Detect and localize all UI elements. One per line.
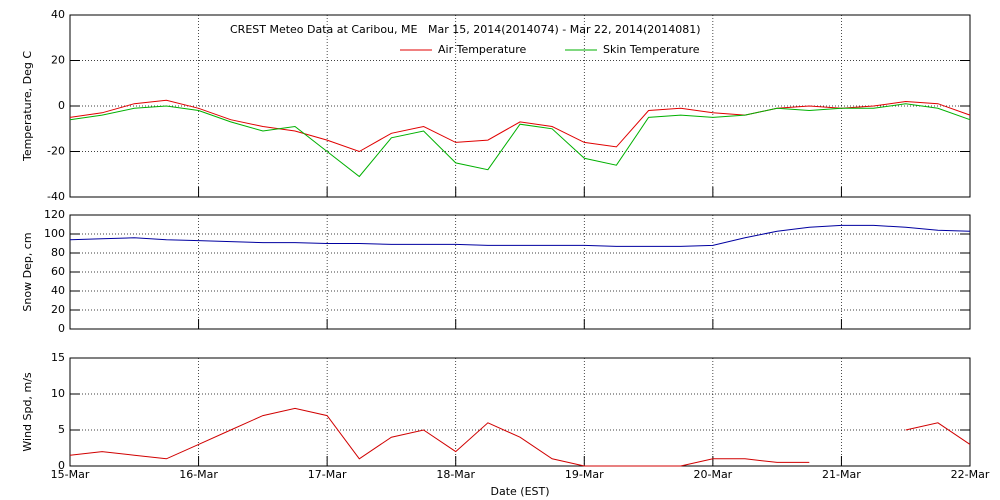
y-axis-label: Wind Spd, m/s: [21, 372, 34, 452]
y-tick-label: 120: [44, 208, 65, 221]
x-tick-label: 19-Mar: [565, 468, 604, 481]
chart-title: CREST Meteo Data at Caribou, ME Mar 15, …: [230, 23, 701, 36]
plot-frame: [69, 357, 971, 467]
data-line: [69, 407, 971, 467]
y-tick-label: 20: [51, 303, 65, 316]
y-tick-label: 60: [51, 265, 65, 278]
x-tick-label: 16-Mar: [179, 468, 218, 481]
y-tick-label: 15: [51, 351, 65, 364]
y-tick-label: -40: [47, 190, 65, 203]
y-axis-label: Snow Dep, cm: [21, 232, 34, 311]
plot-frame: [69, 214, 971, 330]
legend-label: Air Temperature: [438, 43, 527, 56]
x-tick-label: 17-Mar: [308, 468, 347, 481]
y-tick-label: 100: [44, 227, 65, 240]
data-line: [69, 224, 971, 247]
data-line: [69, 99, 971, 153]
y-tick-label: 40: [51, 8, 65, 21]
y-tick-label: -20: [47, 145, 65, 158]
y-axis-label: Temperature, Deg C: [21, 51, 34, 162]
y-tick-label: 5: [58, 423, 65, 436]
x-tick-label: 15-Mar: [51, 468, 90, 481]
y-tick-label: 0: [58, 322, 65, 335]
y-tick-label: 0: [58, 99, 65, 112]
y-tick-label: 80: [51, 246, 65, 259]
y-tick-label: 20: [51, 54, 65, 67]
x-tick-label: 22-Mar: [951, 468, 990, 481]
x-axis-label: Date (EST): [490, 485, 549, 498]
plot-frame: [69, 14, 971, 198]
x-tick-label: 18-Mar: [436, 468, 475, 481]
y-tick-label: 40: [51, 284, 65, 297]
data-line: [69, 103, 971, 178]
x-tick-label: 20-Mar: [693, 468, 732, 481]
legend-label: Skin Temperature: [603, 43, 700, 56]
y-tick-label: 0: [58, 459, 65, 472]
y-tick-label: 10: [51, 387, 65, 400]
x-tick-label: 21-Mar: [822, 468, 861, 481]
